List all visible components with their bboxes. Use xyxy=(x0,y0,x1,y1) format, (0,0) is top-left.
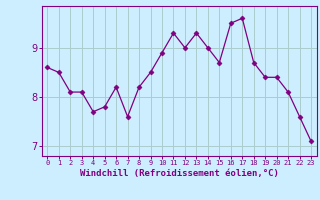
X-axis label: Windchill (Refroidissement éolien,°C): Windchill (Refroidissement éolien,°C) xyxy=(80,169,279,178)
